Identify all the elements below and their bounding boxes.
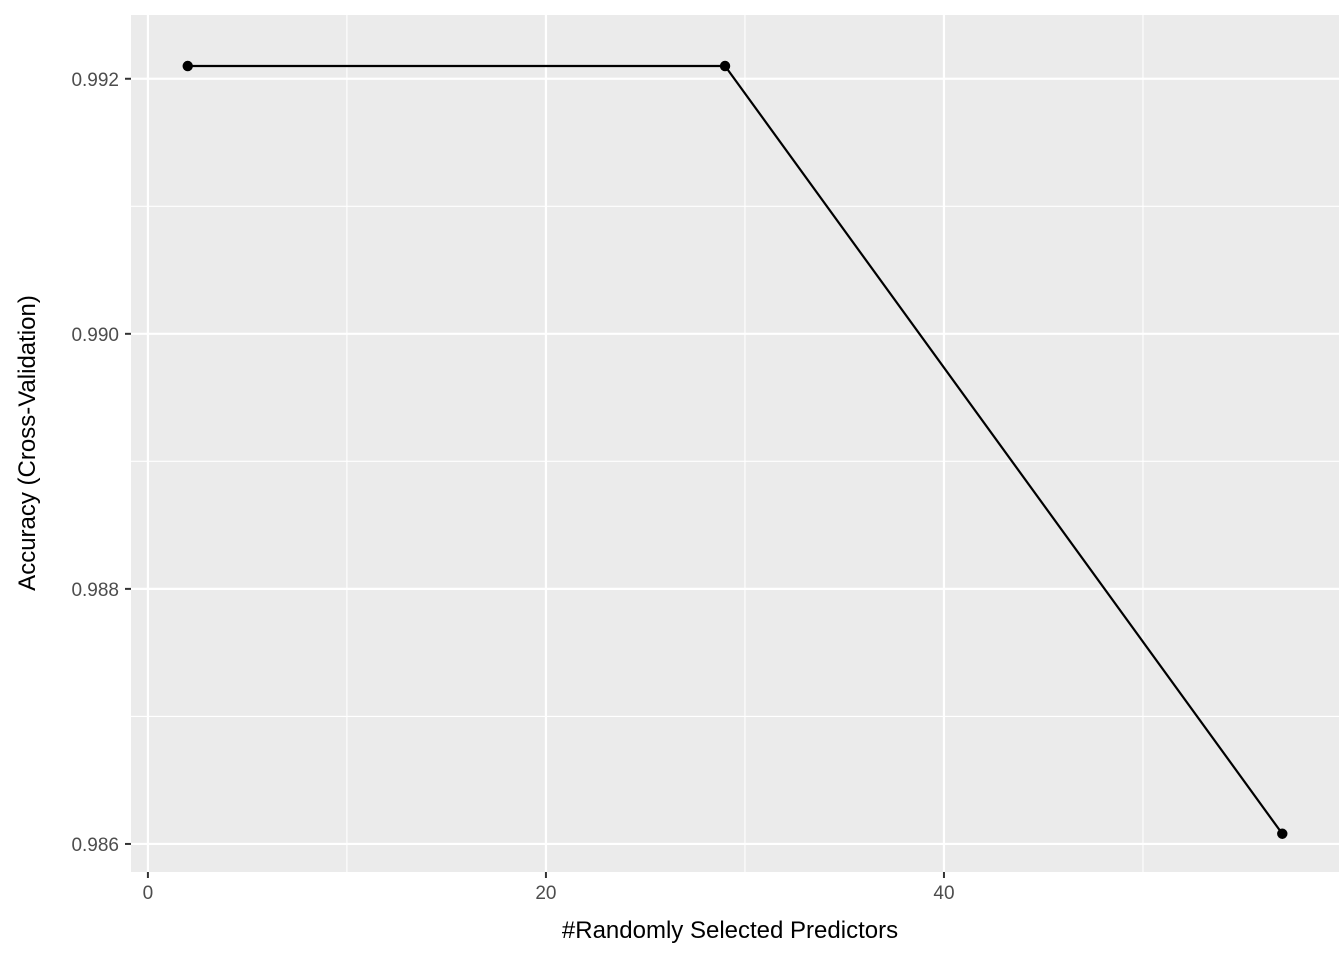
minor-gridlines (131, 15, 1339, 872)
data-point (182, 60, 193, 72)
x-axis: 0 20 40 (143, 872, 955, 904)
y-axis-title: Accuracy (Cross-Validation) (14, 295, 41, 591)
y-tick-label: 0.992 (71, 70, 119, 91)
y-tick-label: 0.990 (71, 325, 119, 346)
y-tick-label: 0.988 (71, 580, 119, 601)
data-point (719, 60, 731, 72)
x-tick-label: 20 (535, 883, 556, 904)
plot-panel (131, 15, 1339, 872)
data-point (1277, 828, 1288, 839)
series-layer (182, 60, 1288, 839)
x-tick-label: 40 (933, 883, 954, 904)
x-tick-label: 0 (143, 883, 154, 904)
x-axis-title: #Randomly Selected Predictors (562, 917, 898, 944)
y-axis: 0.986 0.988 0.990 0.992 (71, 70, 131, 856)
y-tick-label: 0.986 (71, 835, 119, 856)
